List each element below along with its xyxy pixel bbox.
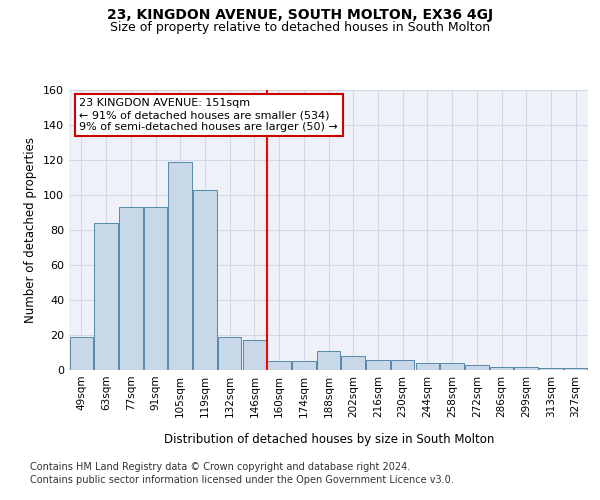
Bar bbox=[218, 337, 241, 370]
Bar bbox=[416, 363, 439, 370]
Bar bbox=[70, 337, 93, 370]
Bar bbox=[193, 190, 217, 370]
Bar bbox=[465, 365, 488, 370]
Text: Contains HM Land Registry data © Crown copyright and database right 2024.: Contains HM Land Registry data © Crown c… bbox=[30, 462, 410, 472]
Bar bbox=[119, 207, 143, 370]
Bar bbox=[391, 360, 415, 370]
Bar bbox=[440, 363, 464, 370]
Text: 23 KINGDON AVENUE: 151sqm
← 91% of detached houses are smaller (534)
9% of semi-: 23 KINGDON AVENUE: 151sqm ← 91% of detac… bbox=[79, 98, 338, 132]
Text: Contains public sector information licensed under the Open Government Licence v3: Contains public sector information licen… bbox=[30, 475, 454, 485]
Text: Size of property relative to detached houses in South Molton: Size of property relative to detached ho… bbox=[110, 21, 490, 34]
Bar bbox=[514, 366, 538, 370]
Bar bbox=[539, 368, 563, 370]
Bar bbox=[242, 340, 266, 370]
Bar bbox=[169, 162, 192, 370]
Bar bbox=[317, 351, 340, 370]
Bar bbox=[268, 361, 291, 370]
Text: 23, KINGDON AVENUE, SOUTH MOLTON, EX36 4GJ: 23, KINGDON AVENUE, SOUTH MOLTON, EX36 4… bbox=[107, 8, 493, 22]
Bar bbox=[490, 366, 513, 370]
Bar bbox=[341, 356, 365, 370]
Text: Distribution of detached houses by size in South Molton: Distribution of detached houses by size … bbox=[164, 432, 494, 446]
Bar bbox=[564, 368, 587, 370]
Y-axis label: Number of detached properties: Number of detached properties bbox=[25, 137, 37, 323]
Bar bbox=[292, 361, 316, 370]
Bar bbox=[366, 360, 389, 370]
Bar bbox=[94, 223, 118, 370]
Bar bbox=[144, 207, 167, 370]
